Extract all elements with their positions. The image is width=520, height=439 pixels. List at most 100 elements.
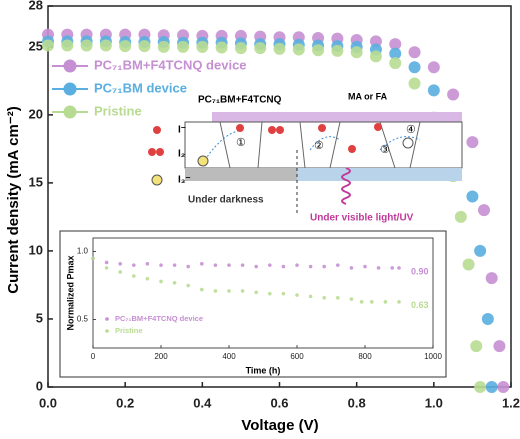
data-point xyxy=(427,84,440,97)
data-point xyxy=(349,266,354,270)
data-point xyxy=(104,266,109,270)
data-point xyxy=(200,262,204,266)
ion xyxy=(236,124,244,132)
data-point xyxy=(376,266,381,270)
data-point xyxy=(281,291,286,296)
x-tick-label: 0 xyxy=(91,352,96,361)
substrate-light xyxy=(297,168,462,181)
ion-legend: I⁻ xyxy=(178,125,186,136)
data-point xyxy=(186,264,190,269)
x-tick-label: 0.8 xyxy=(348,395,366,410)
data-point xyxy=(213,289,218,293)
data-point xyxy=(336,263,340,267)
x-tick-label: 400 xyxy=(222,352,236,361)
y-tick-label: 25 xyxy=(29,38,43,53)
data-point xyxy=(485,272,498,285)
ion xyxy=(374,123,382,131)
data-point xyxy=(268,291,272,296)
data-point xyxy=(281,264,286,269)
data-point xyxy=(363,264,367,269)
data-point xyxy=(42,39,54,52)
ion xyxy=(348,145,356,153)
schematic-title: PC₇₁BM+F4TCNQ xyxy=(198,95,282,106)
legend-marker xyxy=(63,82,77,96)
data-point xyxy=(397,266,401,270)
data-point xyxy=(322,264,327,269)
data-point xyxy=(145,276,150,281)
data-point xyxy=(268,263,272,267)
data-point xyxy=(132,274,136,278)
data-point xyxy=(481,312,494,325)
y-tick-label: 1.0 xyxy=(77,247,89,256)
ion-legend: I₂ xyxy=(178,149,185,160)
data-point xyxy=(292,43,305,56)
x-tick-label: 1.2 xyxy=(502,395,520,410)
data-point xyxy=(200,287,204,292)
data-point xyxy=(91,256,95,261)
inset-y-label: Normalized Pmax xyxy=(65,255,75,330)
data-point xyxy=(408,46,421,59)
data-point xyxy=(99,39,112,52)
dark-label: Under darkness xyxy=(188,195,264,206)
legend-label: Pristine xyxy=(115,326,143,335)
ion-legend-marker xyxy=(156,148,164,156)
data-point xyxy=(213,263,218,267)
data-point xyxy=(389,57,402,70)
data-point xyxy=(474,244,487,257)
data-point xyxy=(215,41,228,54)
legend-label: Pristine xyxy=(94,103,142,118)
data-point xyxy=(254,264,258,269)
data-point xyxy=(389,38,402,51)
data-point xyxy=(104,260,109,265)
data-point xyxy=(145,262,150,266)
light-spring xyxy=(341,167,351,205)
x-tick-label: 800 xyxy=(358,352,372,361)
data-point xyxy=(273,42,286,55)
x-tick-label: 1.0 xyxy=(425,395,443,410)
inset-x-label: Time (h) xyxy=(246,365,281,375)
data-point xyxy=(240,263,245,267)
legend-label: PC₇₁BM device xyxy=(94,80,187,95)
end-annotation: 0.63 xyxy=(411,300,429,310)
x-tick-label: 0.2 xyxy=(116,395,134,410)
schematic: PC₇₁BM+F4TCNQ MA or FA ① ② ③ ④ I⁻ I₂ I₃⁻… xyxy=(148,91,463,224)
step: ① xyxy=(236,137,246,149)
data-point xyxy=(295,263,299,267)
data-point xyxy=(177,40,190,53)
step: ② xyxy=(314,140,324,152)
ion-legend-marker xyxy=(148,148,156,156)
x-tick-label: 0.4 xyxy=(193,395,212,410)
data-point xyxy=(331,44,344,57)
step: ④ xyxy=(406,124,416,136)
data-point xyxy=(254,42,267,55)
data-point xyxy=(308,264,313,269)
end-annotation: 0.90 xyxy=(411,266,429,276)
data-point xyxy=(234,42,247,55)
data-point xyxy=(322,295,327,300)
x-tick-label: 200 xyxy=(154,352,168,361)
data-point xyxy=(350,46,363,59)
inset-chart: 0 200 400 600 800 1000 0.5 1.0 PC₇₁BM+F4TCNQ dev… xyxy=(77,237,442,361)
ion xyxy=(276,126,284,134)
legend-marker xyxy=(105,317,109,321)
data-point xyxy=(447,88,460,101)
data-point xyxy=(138,40,151,53)
x-axis-label: Voltage (V) xyxy=(241,417,318,434)
x-tick-label: 600 xyxy=(290,352,304,361)
data-point xyxy=(470,340,483,353)
ion-legend: I₃⁻ xyxy=(178,175,191,186)
plot-frame xyxy=(92,237,434,349)
ion-legend-marker xyxy=(153,126,161,134)
inset-frame xyxy=(59,230,447,378)
y-tick-label: 5 xyxy=(36,310,43,325)
data-point xyxy=(196,40,209,53)
data-point xyxy=(118,262,122,266)
gas-label: MA or FA xyxy=(348,91,388,101)
data-point xyxy=(336,295,340,300)
data-point xyxy=(254,290,258,295)
step: ③ xyxy=(380,144,390,156)
data-point xyxy=(172,281,177,285)
ion xyxy=(197,155,209,167)
ion-legend-marker xyxy=(151,174,163,186)
ion xyxy=(268,126,276,134)
